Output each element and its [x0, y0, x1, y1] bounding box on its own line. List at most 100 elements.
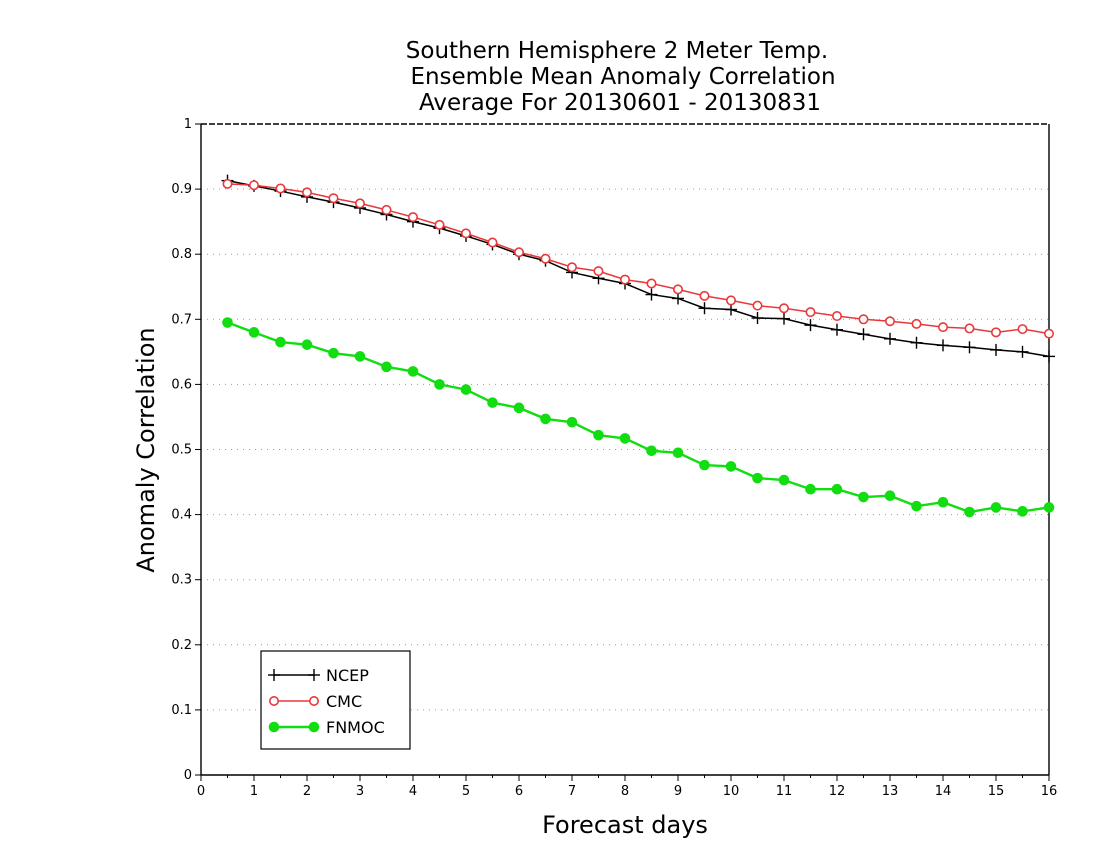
gridlines [201, 188, 1049, 711]
data-point-ncep [884, 332, 896, 345]
series-line-fnmoc [227, 321, 1050, 514]
data-point-fnmoc [513, 402, 525, 414]
data-point-fnmoc [619, 433, 631, 444]
series-line-ncep [227, 179, 1050, 358]
data-point-ncep [751, 311, 764, 324]
y-axis-title: Anomaly Correlation [132, 327, 160, 572]
legend-marker [308, 695, 319, 706]
legend-label: FNMOC [326, 718, 385, 737]
data-point-cmc [831, 311, 842, 322]
data-point-fnmoc [778, 474, 790, 486]
data-point-fnmoc [540, 413, 551, 425]
data-point-fnmoc [381, 361, 392, 373]
data-point-ncep [778, 312, 790, 325]
x-tick-label: 14 [935, 784, 952, 799]
data-point-ncep [1016, 345, 1029, 358]
legend-marker [268, 695, 279, 706]
legend-item-fnmoc: FNMOC [268, 718, 385, 737]
data-point-fnmoc [672, 447, 684, 459]
data-point-ncep [672, 292, 684, 305]
data-point-ncep [804, 319, 817, 332]
data-point-fnmoc [301, 339, 313, 350]
y-tick-label: 0.4 [171, 508, 192, 523]
data-point-ncep [963, 341, 976, 354]
data-point-fnmoc [752, 472, 763, 484]
data-point-fnmoc [884, 490, 896, 502]
data-point-fnmoc [646, 445, 657, 457]
x-tick-label: 3 [356, 784, 364, 799]
x-tick-label: 5 [462, 784, 470, 799]
y-tick-label: 0.8 [171, 247, 192, 262]
data-point-ncep [645, 288, 658, 301]
data-point-ncep [857, 328, 870, 341]
x-tick-label: 9 [674, 784, 682, 799]
data-point-ncep [725, 303, 737, 316]
data-point-fnmoc [911, 500, 922, 512]
legend-label: NCEP [326, 666, 369, 685]
data-point-cmc [381, 204, 392, 215]
data-point-fnmoc [725, 461, 737, 472]
data-point-fnmoc [434, 379, 445, 390]
legend-marker [308, 721, 320, 733]
series-ncep [221, 174, 1055, 363]
data-point-cmc [275, 183, 286, 194]
data-point-fnmoc [248, 327, 260, 338]
data-point-cmc [672, 284, 683, 295]
y-tick-label: 0.1 [171, 703, 192, 718]
series-layer [221, 174, 1055, 518]
legend-marker [268, 721, 280, 733]
data-point-cmc [778, 303, 789, 314]
x-tick-label: 2 [303, 784, 311, 799]
x-tick-label: 11 [776, 784, 793, 799]
data-point-cmc [301, 187, 312, 198]
legend-label: CMC [326, 692, 362, 711]
x-tick-label: 12 [829, 784, 846, 799]
data-point-cmc [354, 198, 365, 209]
data-point-cmc [725, 295, 736, 306]
y-tick-label: 0.9 [171, 182, 192, 197]
legend-box [260, 650, 411, 750]
title-line-2: Ensemble Mean Anomaly Correlation [410, 64, 835, 90]
y-tick-label: 1 [184, 117, 192, 132]
data-point-cmc [1044, 328, 1055, 339]
data-point-fnmoc [407, 366, 419, 377]
data-point-fnmoc [990, 502, 1002, 513]
data-point-fnmoc [1017, 506, 1028, 517]
data-point-cmc [487, 237, 498, 248]
data-point-cmc [858, 314, 869, 325]
data-point-cmc [699, 290, 710, 301]
x-tick-label: 1 [250, 784, 258, 799]
data-point-cmc [328, 193, 339, 204]
data-point-fnmoc [593, 429, 604, 441]
y-tick-label: 0 [184, 768, 192, 783]
y-tick-label: 0.2 [171, 638, 192, 653]
data-point-cmc [964, 323, 975, 334]
data-point-cmc [990, 327, 1001, 338]
data-point-ncep [698, 302, 711, 315]
data-point-ncep [831, 323, 843, 336]
data-point-fnmoc [566, 416, 578, 428]
legend-item-ncep: NCEP [268, 666, 369, 685]
data-point-fnmoc [699, 459, 710, 471]
title-line-1: Southern Hemisphere 2 Meter Temp. [406, 38, 828, 64]
data-point-cmc [805, 307, 816, 318]
data-point-ncep [910, 336, 923, 349]
data-point-fnmoc [964, 506, 975, 518]
data-point-cmc [752, 300, 763, 311]
data-point-fnmoc [1043, 502, 1055, 513]
x-tick-label: 7 [568, 784, 576, 799]
data-point-fnmoc [460, 384, 472, 395]
series-fnmoc [222, 317, 1055, 518]
data-point-cmc [460, 228, 471, 239]
data-point-fnmoc [275, 336, 286, 348]
data-point-ncep [1043, 350, 1055, 363]
title-line-3: Average For 20130601 - 20130831 [419, 90, 821, 116]
x-tick-label: 16 [1041, 784, 1058, 799]
y-tick-label: 0.7 [171, 312, 192, 327]
legend-item-cmc: CMC [268, 692, 362, 711]
data-point-cmc [407, 212, 418, 223]
chart-title: Southern Hemisphere 2 Meter Temp. Ensemb… [406, 38, 836, 116]
data-point-fnmoc [487, 397, 498, 408]
data-point-fnmoc [937, 496, 949, 508]
